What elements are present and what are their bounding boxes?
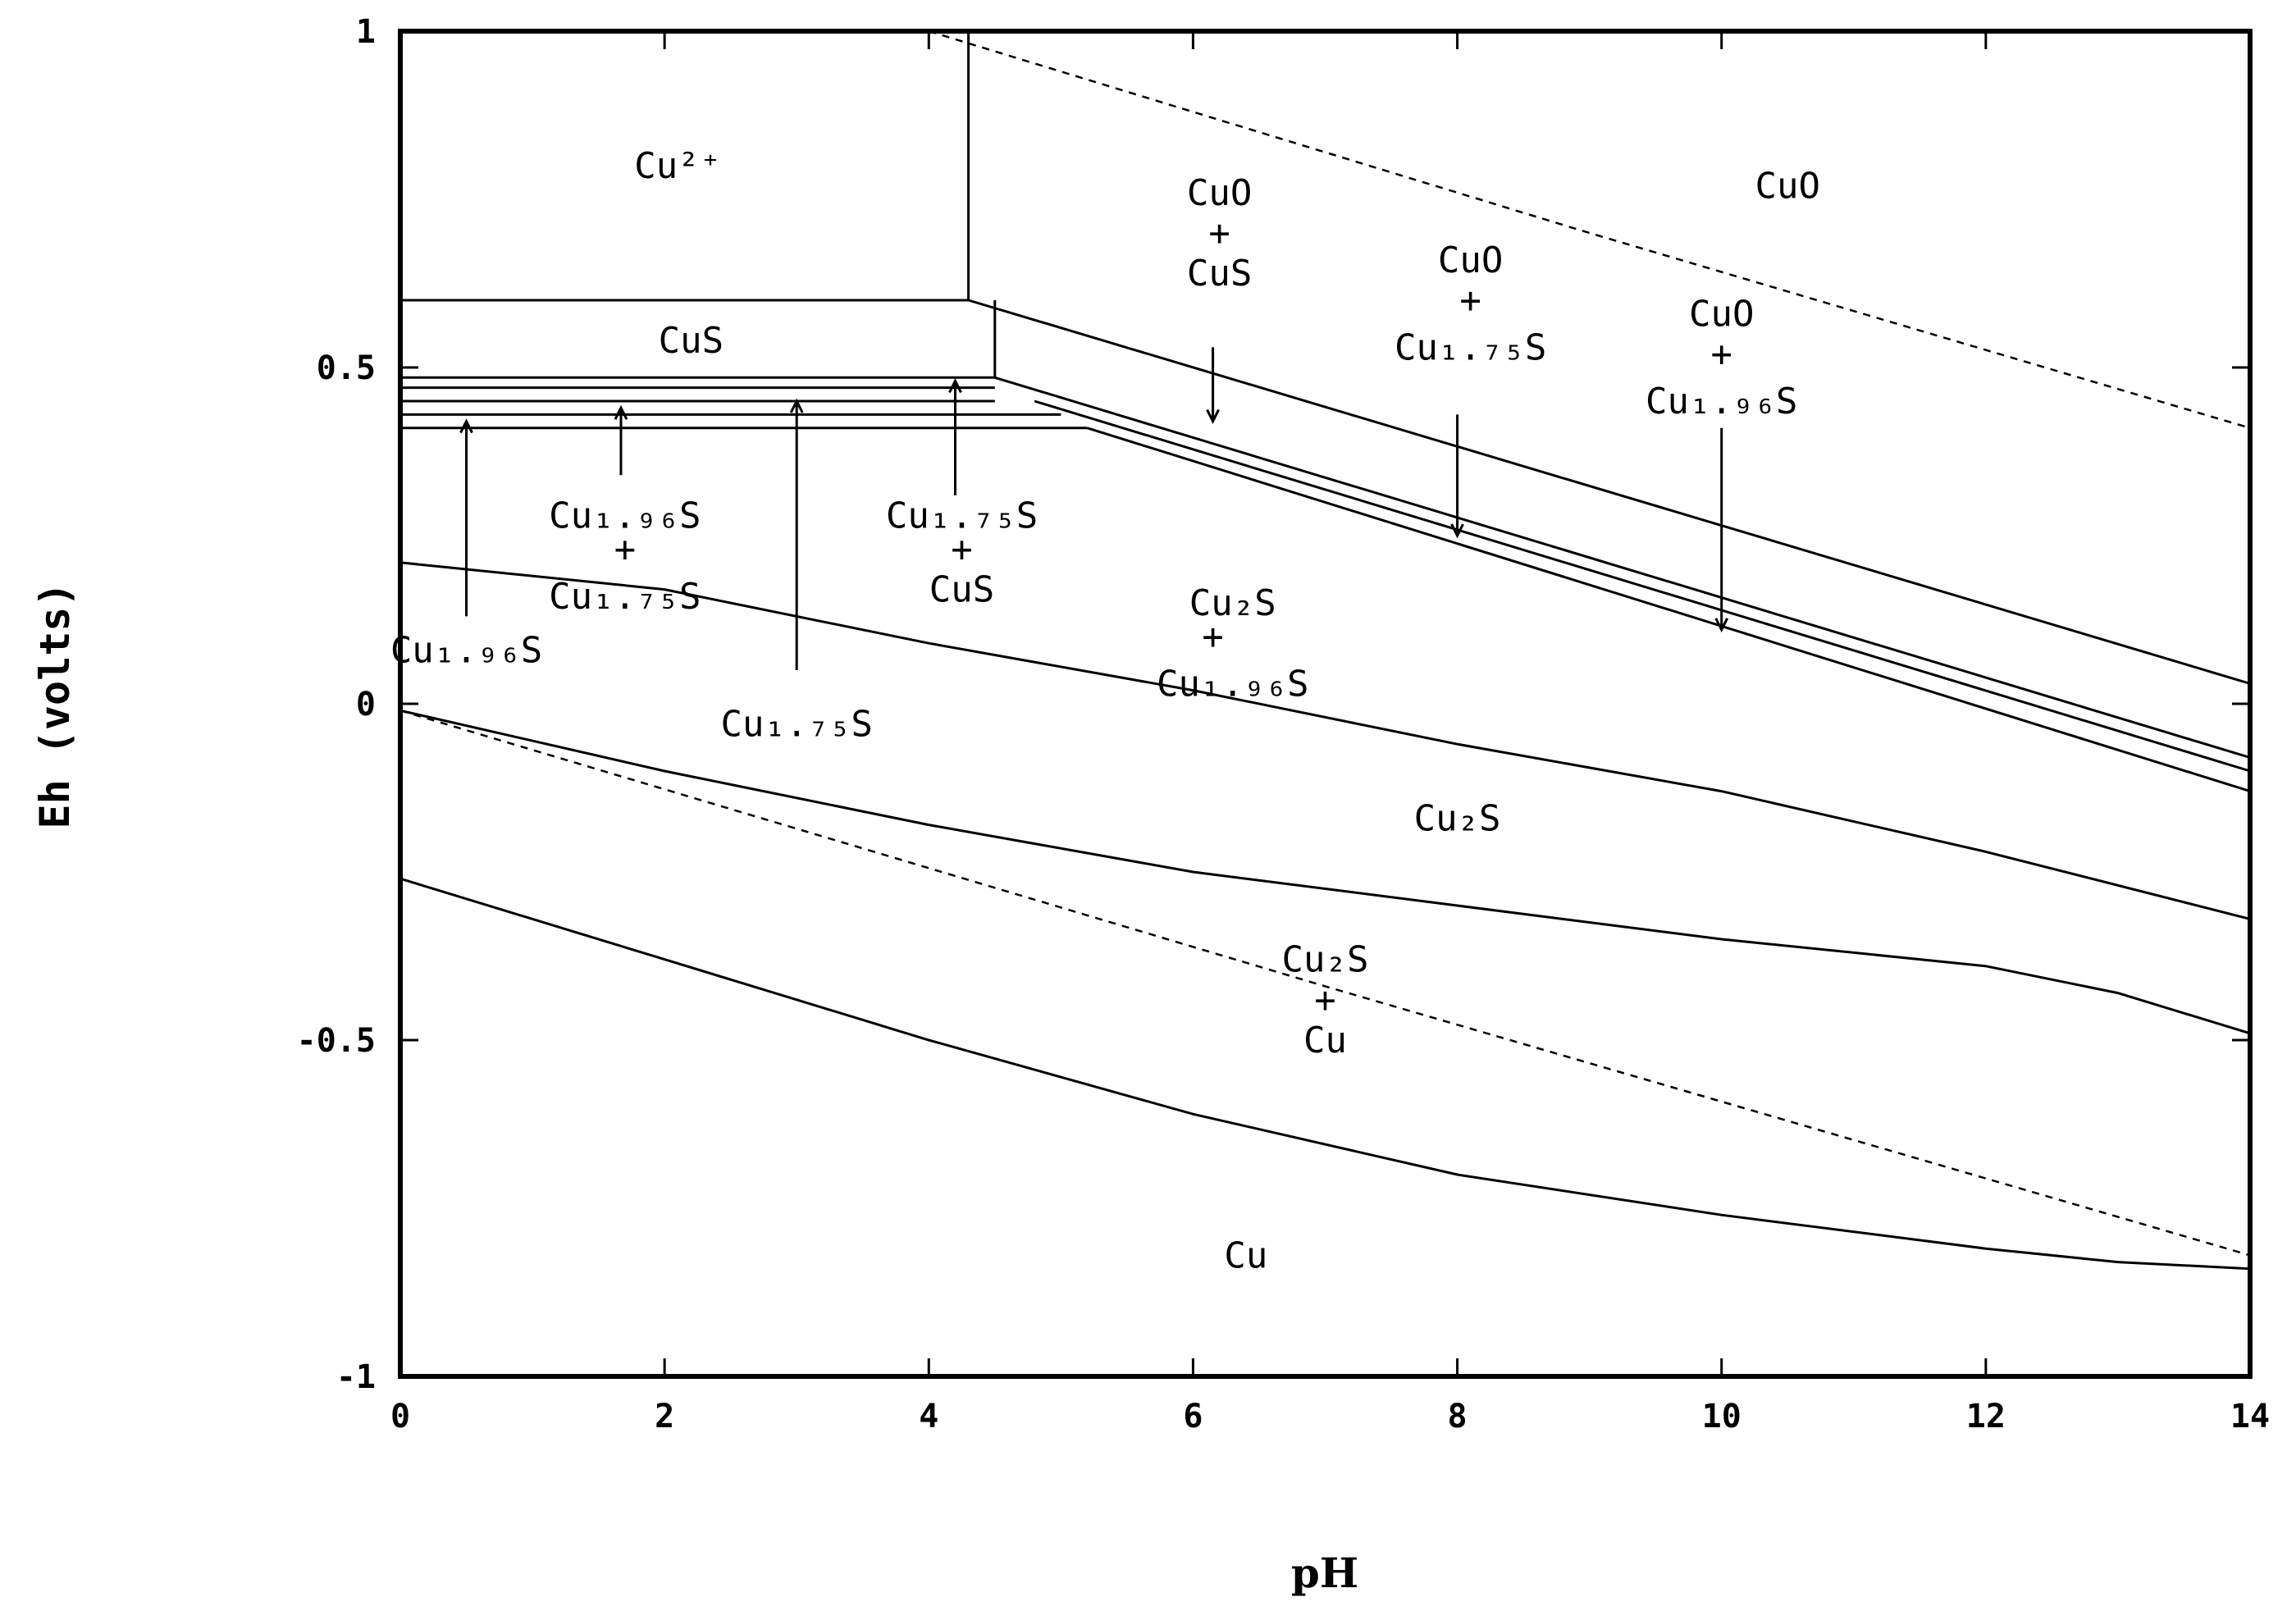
boundary-line [1087, 427, 2251, 793]
region-label: CuO [1438, 240, 1503, 281]
region-label: CuS [659, 320, 723, 362]
boundary-line [399, 561, 2251, 920]
pointer-arrowhead [789, 398, 804, 413]
region-label: + [1208, 212, 1230, 254]
x-tick-label: 2 [655, 1398, 674, 1435]
region-label: Cu₂S [1282, 939, 1369, 981]
y-tick-label: 0 [356, 686, 376, 723]
region-label: + [951, 528, 973, 570]
region-label: Cu₁.₇₅S [549, 576, 701, 618]
region-label: + [1459, 280, 1481, 322]
region-label: CuS [1187, 253, 1252, 294]
pointer-arrowhead [1714, 618, 1729, 633]
pointer-arrowhead [459, 418, 473, 434]
phase-boundaries [399, 31, 2251, 1271]
x-tick-label: 14 [2230, 1398, 2270, 1435]
region-label: Cu₁.₉₆S [549, 495, 701, 536]
y-tick-label: -1 [336, 1358, 376, 1396]
axis-ticks [399, 30, 2252, 1378]
pointer-arrowhead [948, 378, 962, 394]
x-tick-label: 4 [919, 1398, 938, 1435]
boundary-line [1034, 399, 2251, 773]
water-stability-lines [399, 30, 2251, 1257]
region-label: CuS [929, 569, 994, 611]
y-tick-label: 1 [356, 13, 376, 51]
boundary-line [994, 376, 2251, 760]
pointer-arrowhead [614, 404, 628, 420]
region-label: + [614, 528, 637, 570]
x-axis-label: pH [1291, 1549, 1358, 1597]
pointer-arrows [459, 347, 1729, 670]
region-label: Cu₁.₇₅S [1394, 326, 1546, 368]
region-label: CuO [1755, 166, 1820, 208]
pointer-arrowhead [1450, 523, 1464, 539]
pointer-arrowhead [1206, 408, 1220, 424]
y-axis-label: Eh (volts) [31, 582, 79, 828]
water-stability-line [928, 30, 2251, 429]
y-tick-label: 0.5 [317, 349, 376, 387]
x-tick-label: 10 [1702, 1398, 1741, 1435]
region-label: Cu₁.₇₅S [720, 704, 872, 746]
x-tick-label: 0 [390, 1398, 410, 1435]
x-tick-label: 8 [1448, 1398, 1468, 1435]
region-label: Cu [1224, 1234, 1267, 1276]
region-label: Cu [1303, 1020, 1347, 1061]
axis-tick-labels: 0 2 4 6 8 10 12 14 -1 -0.5 0 0.5 1 [297, 13, 2270, 1435]
y-tick-label: -0.5 [297, 1022, 376, 1060]
x-tick-label: 6 [1183, 1398, 1203, 1435]
x-tick-label: 12 [1966, 1398, 2006, 1435]
region-label: CuO [1187, 172, 1252, 214]
region-label: + [1202, 616, 1224, 658]
boundary-line [399, 709, 2251, 1035]
boundary-line [968, 299, 2251, 685]
region-label: Cu₁.₇₅S [886, 495, 1038, 536]
region-label: Cu₂S [1414, 797, 1501, 839]
region-label: CuO [1689, 293, 1754, 335]
region-label: + [1710, 334, 1732, 376]
region-label: Cu₁.₉₆S [1157, 663, 1308, 705]
region-label: Cu²⁺ [634, 145, 721, 187]
boundary-line [399, 877, 2251, 1271]
region-label: + [1314, 979, 1336, 1021]
region-label: Cu₂S [1189, 582, 1276, 624]
water-stability-line [399, 710, 2251, 1257]
region-label: Cu₁.₉₆S [390, 629, 542, 671]
region-label: Cu₁.₉₆S [1646, 381, 1797, 422]
